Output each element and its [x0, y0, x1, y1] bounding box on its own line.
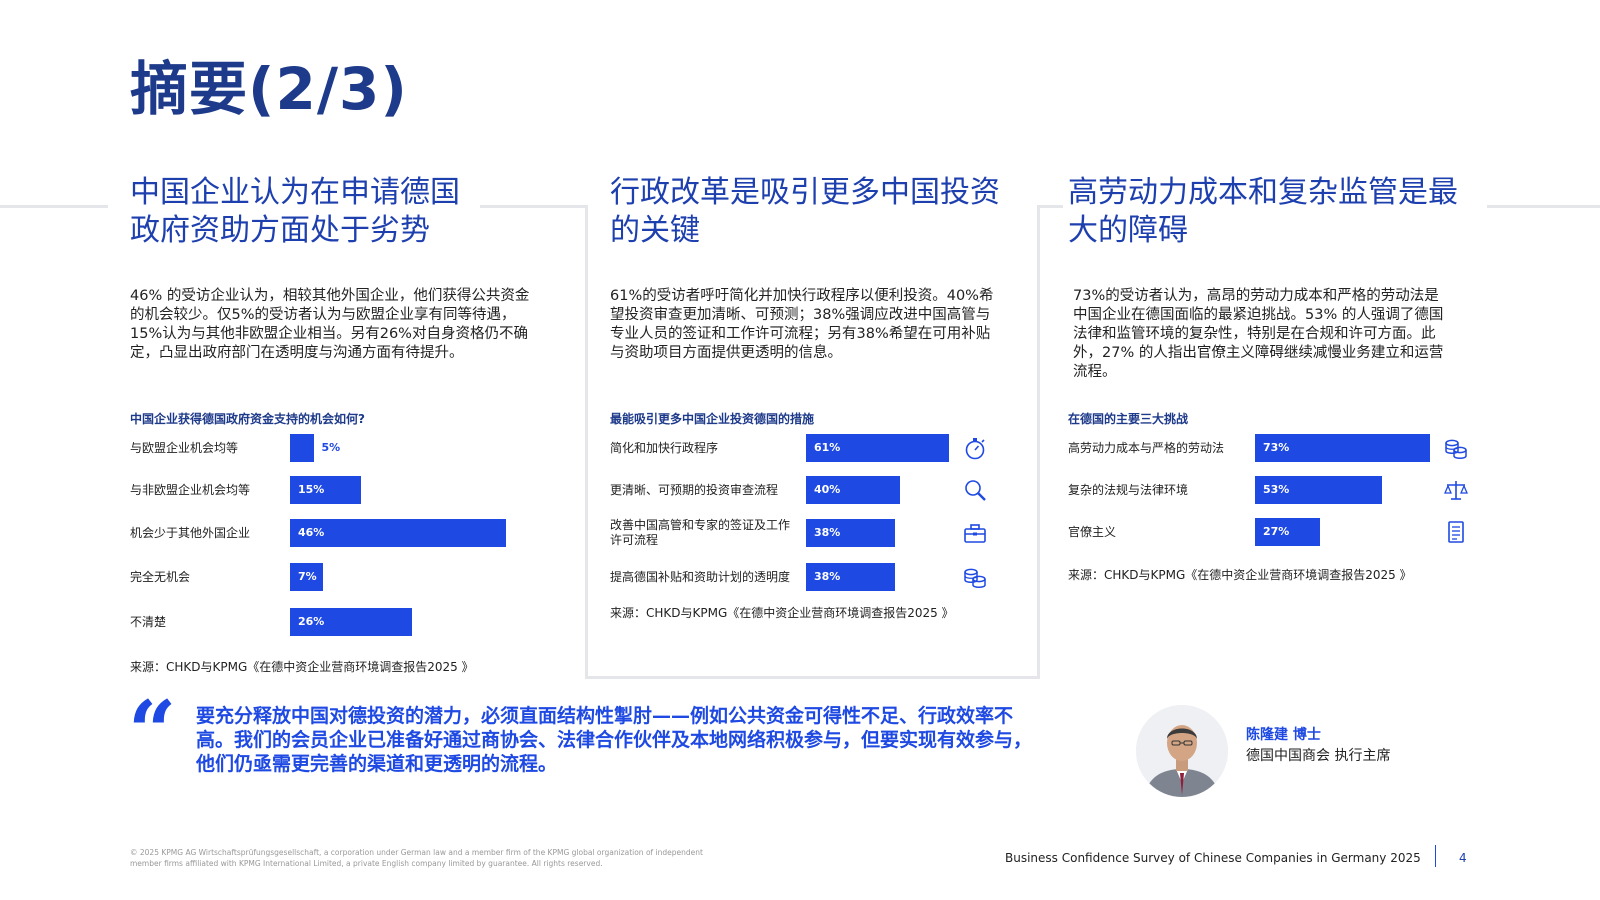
chart-title: 中国企业获得德国政府资金支持的机会如何? — [130, 412, 365, 426]
bar-category-label: 改善中国高管和专家的签证及工作许可流程 — [610, 518, 791, 547]
section-divider-left-b — [480, 205, 588, 208]
bar-value-label: 38% — [814, 526, 841, 539]
column-main-challenges: 高劳动力成本和复杂监管是最大的障碍 — [1068, 174, 1468, 250]
column-body: 61%的受访者呼吁简化并加快行政程序以便利投资。40%希望投资审查更加清晰、可预… — [610, 288, 994, 361]
scales-icon — [1444, 481, 1468, 500]
section-frame-mid-left — [585, 205, 588, 678]
copyright-notice: © 2025 KPMG AG Wirtschaftsprüfungsgesell… — [130, 848, 703, 868]
bar-category-label: 简化和加快行政程序 — [610, 440, 719, 455]
bar-category-label: 提高德国补贴和资助计划的透明度 — [610, 569, 791, 584]
bar-category-label: 高劳动力成本与严格的劳动法 — [1068, 440, 1225, 455]
bar — [1255, 476, 1383, 504]
bar — [1255, 518, 1320, 546]
briefcase-icon — [964, 524, 986, 543]
coins-icon — [1445, 439, 1467, 459]
report-title: Business Confidence Survey of Chinese Co… — [1005, 851, 1421, 865]
column-administrative-reform: 行政改革是吸引更多中国投资的关键 — [610, 174, 1000, 250]
bar — [806, 519, 896, 547]
bar-value-label: 5% — [321, 441, 341, 454]
document-icon — [1448, 521, 1464, 543]
bar — [290, 563, 323, 591]
speaker-role: 德国中国商会 执行主席 — [1246, 748, 1391, 764]
column-body: 46% 的受访企业认为，相较其他外国企业，他们获得公共资金的机会较少。仅5%的受… — [130, 288, 530, 361]
bar-value-label: 15% — [298, 483, 325, 496]
source-note: 来源：CHKD与KPMG《在德中资企业营商环境调查报告2025 》 — [610, 606, 954, 620]
bar-category-label: 与非欧盟企业机会均等 — [130, 482, 251, 497]
bar-value-label: 38% — [814, 570, 841, 583]
bar-value-label: 27% — [1263, 525, 1290, 538]
speaker-name: 陈隆建 博士 — [1246, 727, 1321, 743]
section-frame-mid-bottom — [585, 676, 1040, 679]
bar-category-label: 与欧盟企业机会均等 — [130, 440, 239, 455]
column-heading: 中国企业认为在申请德国政府资助方面处于劣势 — [130, 175, 460, 248]
bar — [290, 476, 361, 504]
bar-category-label: 机会少于其他外国企业 — [130, 525, 251, 540]
column-government-funding: 中国企业认为在申请德国政府资助方面处于劣势 — [130, 174, 480, 250]
magnifier-icon — [965, 480, 986, 501]
bar-value-label: 40% — [814, 483, 841, 496]
bar-value-label: 61% — [814, 441, 841, 454]
bar — [806, 563, 896, 591]
bar-category-label: 更清晰、可预期的投资审查流程 — [610, 482, 779, 497]
bar-category-label: 复杂的法规与法律环境 — [1068, 482, 1189, 497]
bar-value-label: 53% — [1263, 483, 1290, 496]
portrait-icon — [1136, 705, 1228, 797]
section-divider-right-a — [1037, 205, 1063, 208]
bar-value-label: 46% — [298, 526, 325, 539]
bar-category-label: 完全无机会 — [130, 569, 191, 584]
bar-value-label: 7% — [298, 570, 317, 583]
column-heading: 行政改革是吸引更多中国投资的关键 — [610, 175, 1000, 248]
avatar — [1136, 705, 1228, 797]
column-body: 73%的受访者认为，高昂的劳动力成本和严格的劳动法是中国企业在德国面临的最紧迫挑… — [1073, 288, 1444, 380]
bar — [290, 608, 413, 636]
page-number: 4 — [1459, 851, 1467, 865]
bar-value-label: 73% — [1263, 441, 1290, 454]
quote-text: 要充分释放中国对德投资的潜力，必须直面结构性掣肘——例如公共资金可得性不足、行政… — [196, 705, 1033, 775]
section-divider-right-b — [1487, 205, 1600, 208]
bar — [806, 434, 950, 462]
page-title: 摘要(2/3) — [130, 55, 408, 123]
section-divider-left — [0, 205, 108, 208]
coins-icon — [964, 568, 986, 588]
quote-mark-icon: “ — [128, 682, 177, 781]
bar — [290, 519, 507, 547]
section-frame-mid-right — [1037, 205, 1040, 678]
chart-title: 在德国的主要三大挑战 — [1068, 412, 1189, 426]
stopwatch-icon — [965, 438, 985, 460]
bar — [290, 434, 314, 462]
source-note: 来源：CHKD与KPMG《在德中资企业营商环境调查报告2025 》 — [1068, 568, 1412, 582]
bar — [806, 476, 900, 504]
source-note: 来源：CHKD与KPMG《在德中资企业营商环境调查报告2025 》 — [130, 660, 474, 674]
bar-value-label: 26% — [298, 615, 325, 628]
bar-category-label: 不清楚 — [130, 614, 167, 629]
footer-divider — [1435, 845, 1436, 867]
bar-category-label: 官僚主义 — [1068, 524, 1117, 539]
chart-title: 最能吸引更多中国企业投资德国的措施 — [610, 412, 815, 426]
column-heading: 高劳动力成本和复杂监管是最大的障碍 — [1068, 175, 1458, 248]
bar — [1255, 434, 1431, 462]
